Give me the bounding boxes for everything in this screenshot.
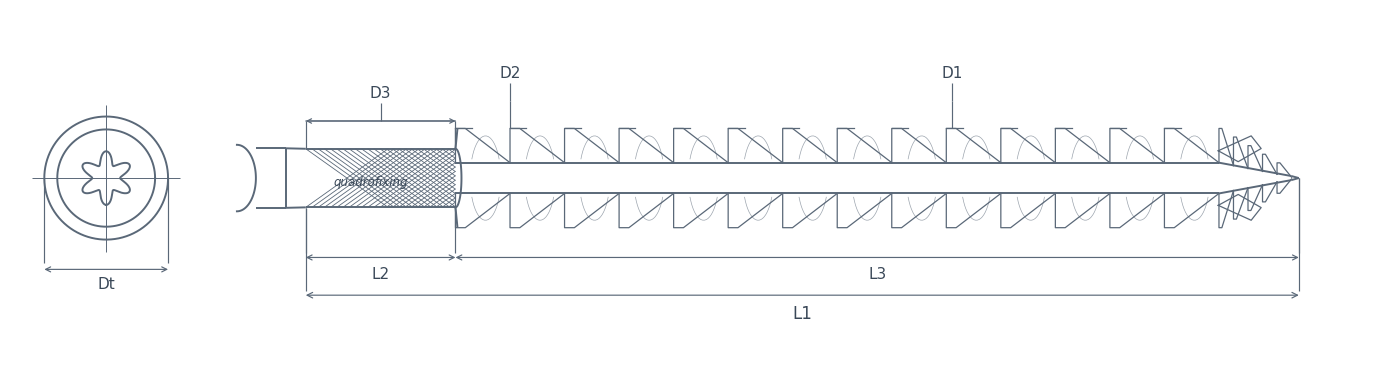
Text: L3: L3 [868, 267, 886, 282]
Text: D1: D1 [941, 66, 962, 81]
Text: D3: D3 [370, 86, 392, 101]
Text: L2: L2 [371, 267, 389, 282]
Text: L1: L1 [792, 305, 812, 323]
Text: D2: D2 [500, 66, 521, 81]
Text: quadrofixing: quadrofixing [333, 176, 407, 188]
Text: Dt: Dt [98, 277, 115, 292]
